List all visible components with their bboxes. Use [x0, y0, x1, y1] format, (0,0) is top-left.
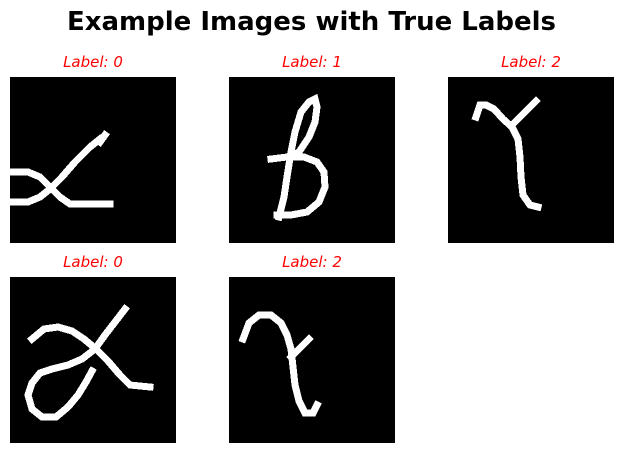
panel-label: Label: 2 — [501, 53, 561, 71]
panel-label: Label: 0 — [63, 253, 123, 271]
figure-title: Example Images with True Labels — [66, 7, 557, 37]
image-panel-1: Label: 0 — [10, 53, 176, 243]
panel-label: Label: 0 — [63, 53, 123, 71]
alpha-glyph-image — [10, 77, 176, 243]
gamma-glyph-image — [229, 277, 395, 443]
image-panel-3: Label: 2 — [448, 53, 614, 243]
gamma-glyph-image — [448, 77, 614, 243]
panel-label: Label: 2 — [282, 253, 342, 271]
image-panel-4: Label: 0 — [10, 253, 176, 443]
beta-glyph-image — [229, 77, 395, 243]
image-panel-2: Label: 1 — [229, 53, 395, 243]
alpha-glyph-image — [10, 277, 176, 443]
panel-label: Label: 1 — [282, 53, 342, 71]
image-panel-5: Label: 2 — [229, 253, 395, 443]
